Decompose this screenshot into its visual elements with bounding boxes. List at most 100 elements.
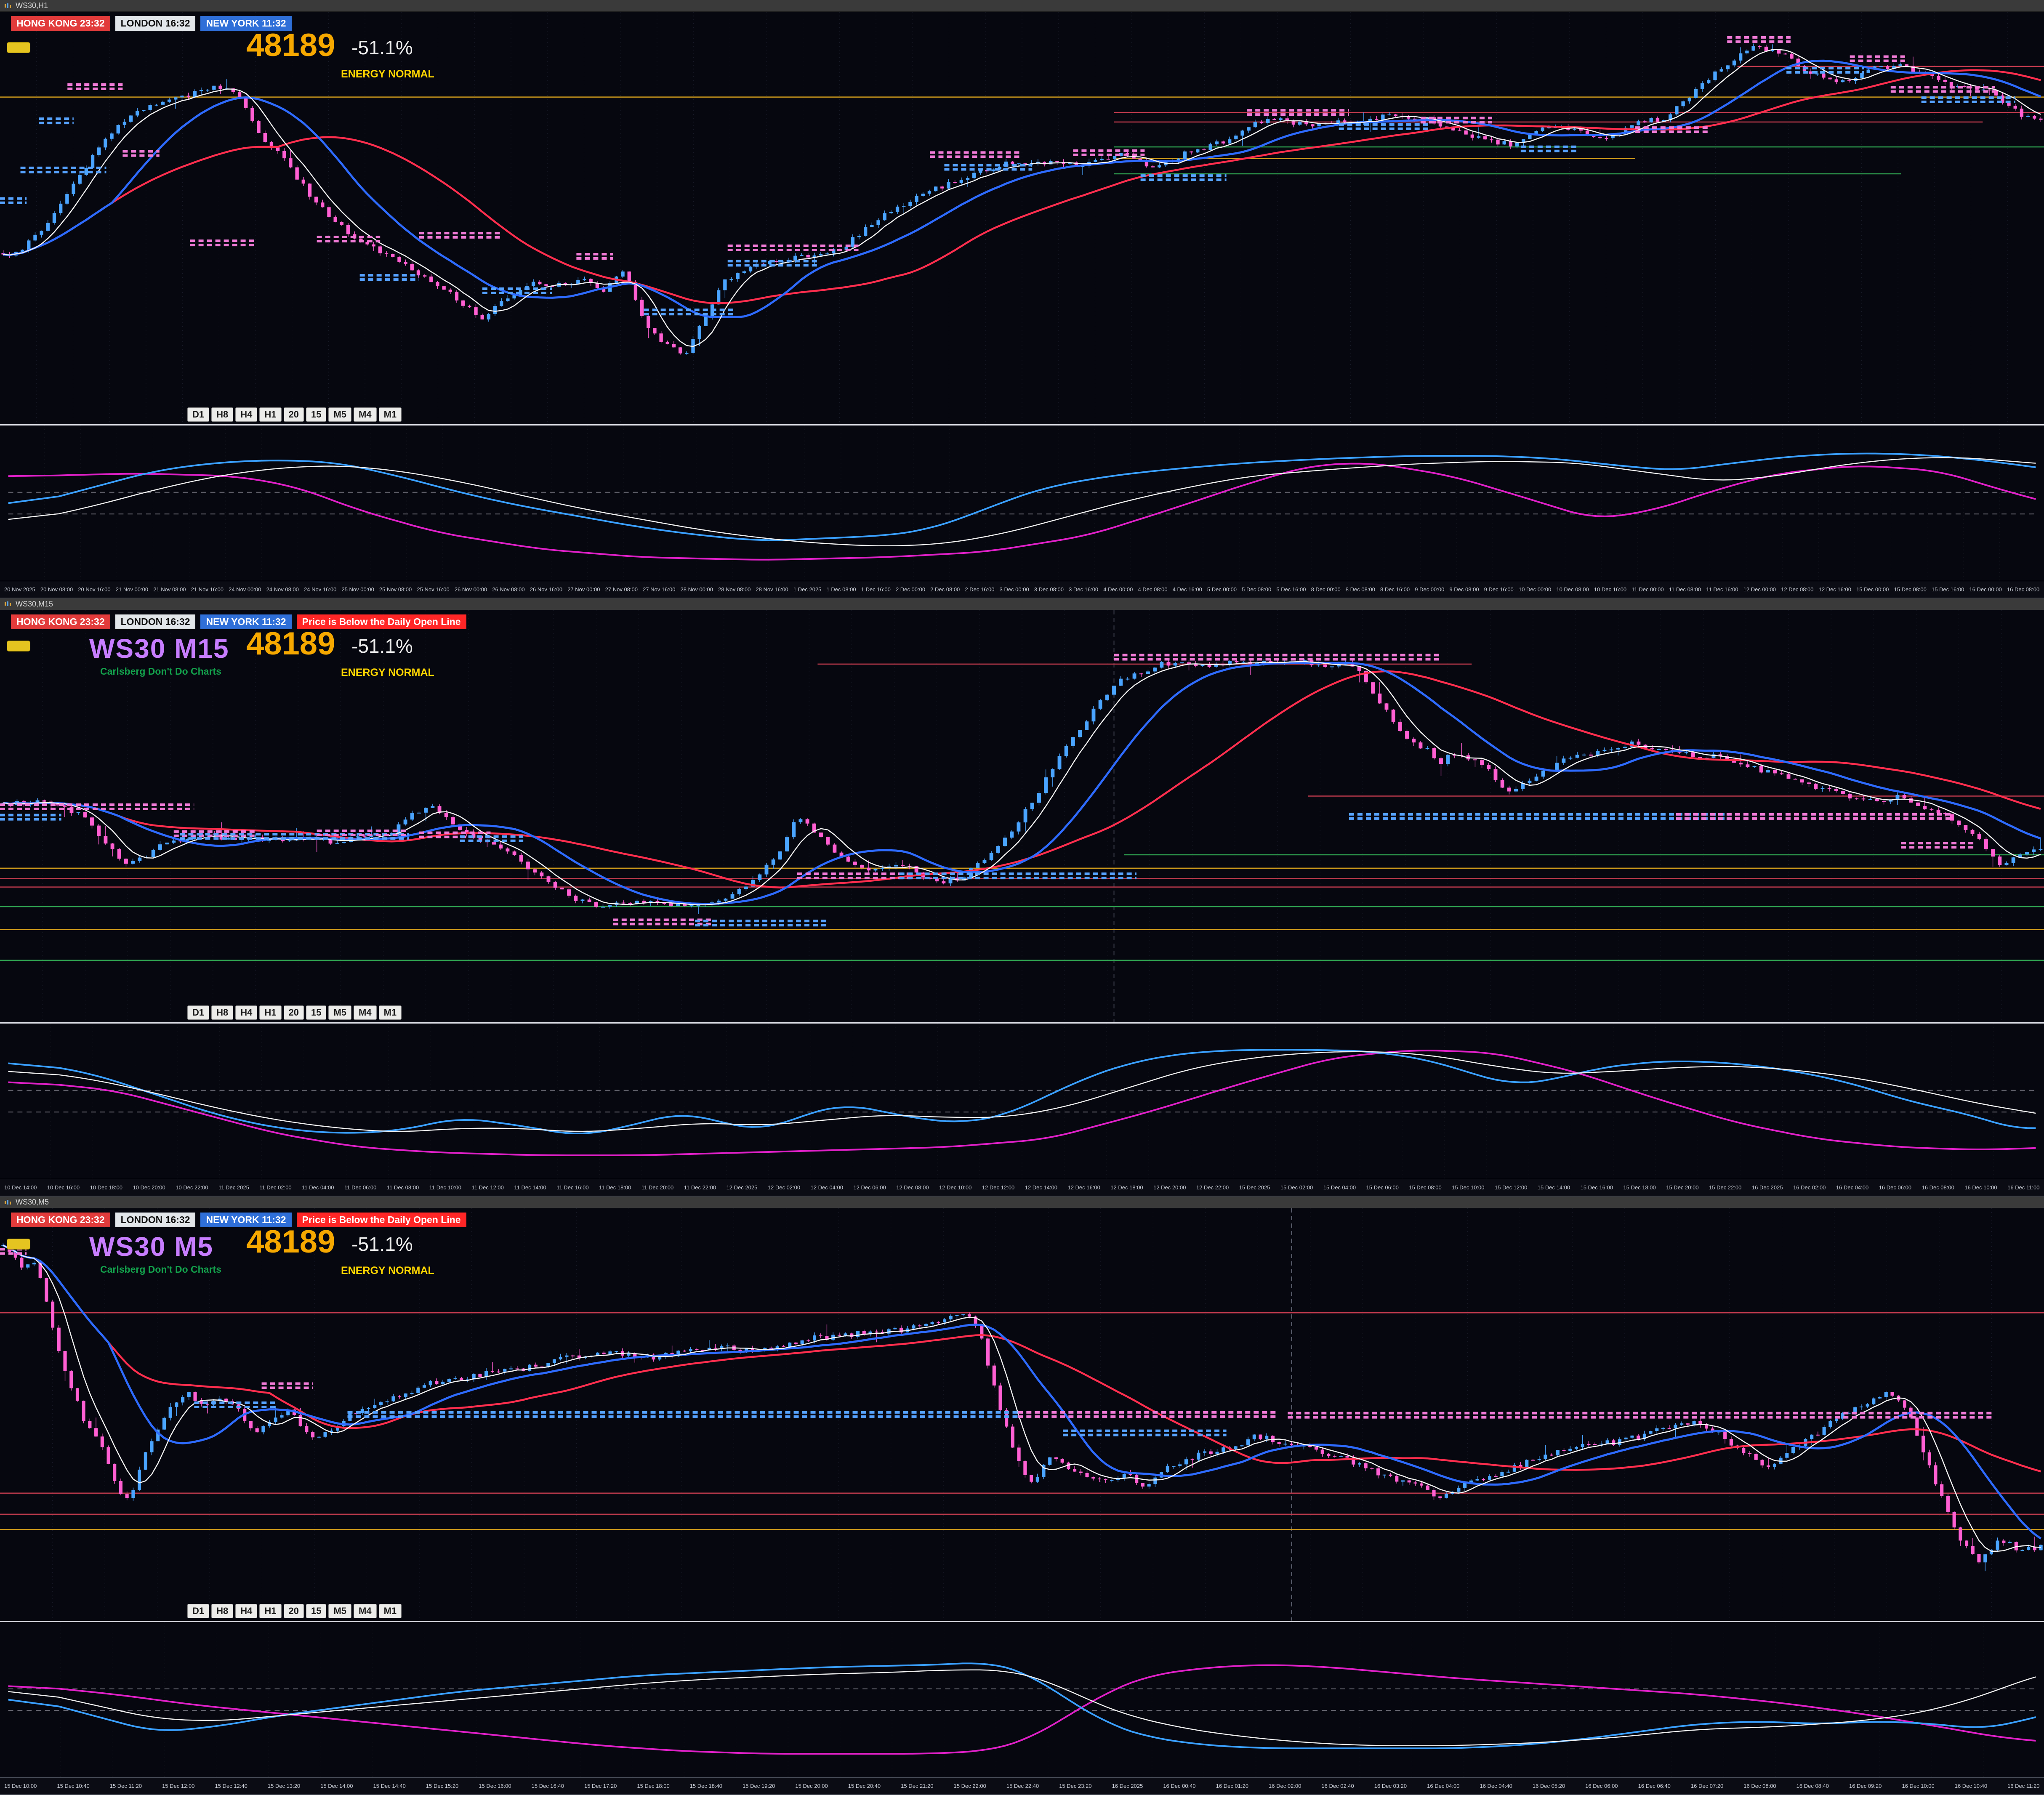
time-axis-label: 12 Dec 14:00: [1025, 1184, 1057, 1191]
timeframe-button-m4[interactable]: M4: [354, 1604, 377, 1619]
timeframe-button-h4[interactable]: H4: [235, 407, 258, 422]
time-axis-label: 4 Dec 16:00: [1172, 586, 1202, 593]
time-axis-label: 11 Dec 02:00: [259, 1184, 292, 1191]
window-titlebar[interactable]: WS30,H1: [0, 0, 2044, 12]
time-axis-label: 15 Dec 22:40: [1006, 1783, 1039, 1790]
time-axis[interactable]: 20 Nov 2025 20 Nov 08:00 20 Nov 16:00 21 No…: [0, 580, 2044, 598]
time-axis-label: 10 Dec 16:00: [1594, 586, 1627, 593]
timeframe-button-m5[interactable]: M5: [328, 1005, 352, 1020]
timeframe-button-m5[interactable]: M5: [328, 407, 352, 422]
timeframe-button-m4[interactable]: M4: [354, 1005, 377, 1020]
oscillator-subwindow[interactable]: [0, 1022, 2044, 1179]
timeframe-button-h8[interactable]: H8: [211, 1005, 234, 1020]
time-axis-label: 16 Dec 10:40: [1954, 1783, 1988, 1790]
time-axis-label: 24 Nov 16:00: [304, 586, 337, 593]
timeframe-button-m4[interactable]: M4: [354, 407, 377, 422]
timeframe-button-15[interactable]: 15: [306, 1005, 327, 1020]
time-axis-label: 15 Dec 20:00: [795, 1783, 828, 1790]
timeframe-button-20[interactable]: 20: [283, 407, 304, 422]
time-axis-label: 27 Nov 00:00: [567, 586, 600, 593]
time-axis-label: 16 Dec 02:40: [1321, 1783, 1354, 1790]
time-axis-label: 12 Dec 2025: [726, 1184, 758, 1191]
candlestick-chart-m5[interactable]: [0, 1208, 2044, 1621]
candlestick-chart-m15[interactable]: [0, 610, 2044, 1023]
time-axis-label: 15 Dec 14:40: [373, 1783, 406, 1790]
timeframe-button-h1[interactable]: H1: [259, 1005, 282, 1020]
time-axis-label: 11 Dec 00:00: [1631, 586, 1664, 593]
time-axis-label: 16 Dec 09:20: [1849, 1783, 1882, 1790]
window-title-label: WS30,M5: [16, 1198, 49, 1207]
timeframe-button-d1[interactable]: D1: [187, 1005, 210, 1020]
time-axis-label: 16 Dec 2025: [1751, 1184, 1783, 1191]
time-axis[interactable]: 10 Dec 14:00 10 Dec 16:00 10 Dec 18:00 10 D…: [0, 1179, 2044, 1196]
time-axis-label: 16 Dec 04:40: [1480, 1783, 1512, 1790]
time-axis-label: 10 Dec 08:00: [1556, 586, 1589, 593]
time-axis-label: 11 Dec 08:00: [386, 1184, 419, 1191]
indicator-pill-button[interactable]: [7, 42, 30, 53]
timeframe-button-m5[interactable]: M5: [328, 1604, 352, 1619]
time-axis-label: 11 Dec 10:00: [429, 1184, 462, 1191]
timeframe-button-20[interactable]: 20: [283, 1005, 304, 1020]
timeframe-button-h8[interactable]: H8: [211, 407, 234, 422]
time-axis-label: 12 Dec 04:00: [810, 1184, 843, 1191]
time-axis-label: 12 Dec 08:00: [896, 1184, 929, 1191]
timeframe-button-d1[interactable]: D1: [187, 407, 210, 422]
time-axis-label: 15 Dec 16:00: [479, 1783, 511, 1790]
timeframe-button-h8[interactable]: H8: [211, 1604, 234, 1619]
timeframe-button-h4[interactable]: H4: [235, 1005, 258, 1020]
time-axis-label: 28 Nov 08:00: [718, 586, 751, 593]
time-axis-label: 16 Dec 06:40: [1638, 1783, 1671, 1790]
timeframe-button-15[interactable]: 15: [306, 407, 327, 422]
timeframe-button-15[interactable]: 15: [306, 1604, 327, 1619]
time-axis-label: 8 Dec 16:00: [1380, 586, 1410, 593]
timeframe-toolbar: D1 H8 H4 H1 20 15 M5 M4 M1: [187, 1604, 402, 1619]
window-titlebar[interactable]: WS30,M5: [0, 1197, 2044, 1209]
time-axis-label: 21 Nov 00:00: [115, 586, 149, 593]
time-axis-label: 12 Dec 18:00: [1110, 1184, 1143, 1191]
time-axis-label: 5 Dec 16:00: [1276, 586, 1306, 593]
window-titlebar[interactable]: WS30,M15: [0, 598, 2044, 610]
time-axis-label: 15 Dec 08:00: [1409, 1184, 1442, 1191]
time-axis-label: 15 Dec 22:00: [1709, 1184, 1742, 1191]
timeframe-button-20[interactable]: 20: [283, 1604, 304, 1619]
timeframe-toolbar: D1 H8 H4 H1 20 15 M5 M4 M1: [187, 1005, 402, 1020]
timeframe-button-h1[interactable]: H1: [259, 1604, 282, 1619]
oscillator-subwindow[interactable]: [0, 424, 2044, 581]
time-axis-label: 21 Nov 08:00: [153, 586, 186, 593]
time-axis-label: 16 Dec 02:00: [1793, 1184, 1826, 1191]
time-axis-label: 15 Dec 16:00: [1580, 1184, 1613, 1191]
time-axis-label: 15 Dec 00:00: [1856, 586, 1889, 593]
time-axis-label: 15 Dec 12:40: [215, 1783, 248, 1790]
time-axis-label: 15 Dec 15:20: [426, 1783, 459, 1790]
time-axis-label: 16 Dec 02:00: [1269, 1783, 1301, 1790]
timeframe-button-m1[interactable]: M1: [378, 1005, 402, 1020]
indicator-pill-button[interactable]: [7, 640, 30, 652]
time-axis-label: 12 Dec 02:00: [767, 1184, 801, 1191]
time-axis-label: 16 Dec 08:40: [1796, 1783, 1829, 1790]
time-axis-label: 15 Dec 11:20: [109, 1783, 142, 1790]
timeframe-button-m1[interactable]: M1: [378, 407, 402, 422]
chart-window-icon: [4, 1199, 12, 1205]
oscillator-subwindow[interactable]: [0, 1621, 2044, 1778]
time-axis[interactable]: 15 Dec 10:00 15 Dec 10:40 15 Dec 11:20 15 D…: [0, 1777, 2044, 1795]
time-axis-label: 16 Dec 10:00: [1964, 1184, 1997, 1191]
time-axis-label: 15 Dec 06:00: [1366, 1184, 1399, 1191]
time-axis-label: 11 Dec 06:00: [344, 1184, 377, 1191]
timeframe-button-h4[interactable]: H4: [235, 1604, 258, 1619]
chart-window-h1: WS30,H1 HONG KONG 23:32 LONDON 16:32 NEW…: [0, 0, 2044, 598]
time-axis-label: 16 Dec 03:20: [1374, 1783, 1407, 1790]
timeframe-button-m1[interactable]: M1: [378, 1604, 402, 1619]
time-axis-label: 15 Dec 14:00: [1537, 1184, 1570, 1191]
time-axis-label: 10 Dec 18:00: [90, 1184, 122, 1191]
time-axis-label: 3 Dec 08:00: [1034, 586, 1064, 593]
candlestick-chart-h1[interactable]: [0, 12, 2044, 424]
time-axis-label: 1 Dec 2025: [793, 586, 822, 593]
timeframe-button-d1[interactable]: D1: [187, 1604, 210, 1619]
indicator-pill-button[interactable]: [7, 1239, 30, 1250]
time-axis-label: 15 Dec 17:20: [584, 1783, 617, 1790]
time-axis-label: 26 Nov 16:00: [530, 586, 563, 593]
time-axis-label: 10 Dec 22:00: [176, 1184, 208, 1191]
time-axis-label: 12 Dec 22:00: [1196, 1184, 1229, 1191]
timeframe-button-h1[interactable]: H1: [259, 407, 282, 422]
timeframe-toolbar: D1 H8 H4 H1 20 15 M5 M4 M1: [187, 407, 402, 422]
